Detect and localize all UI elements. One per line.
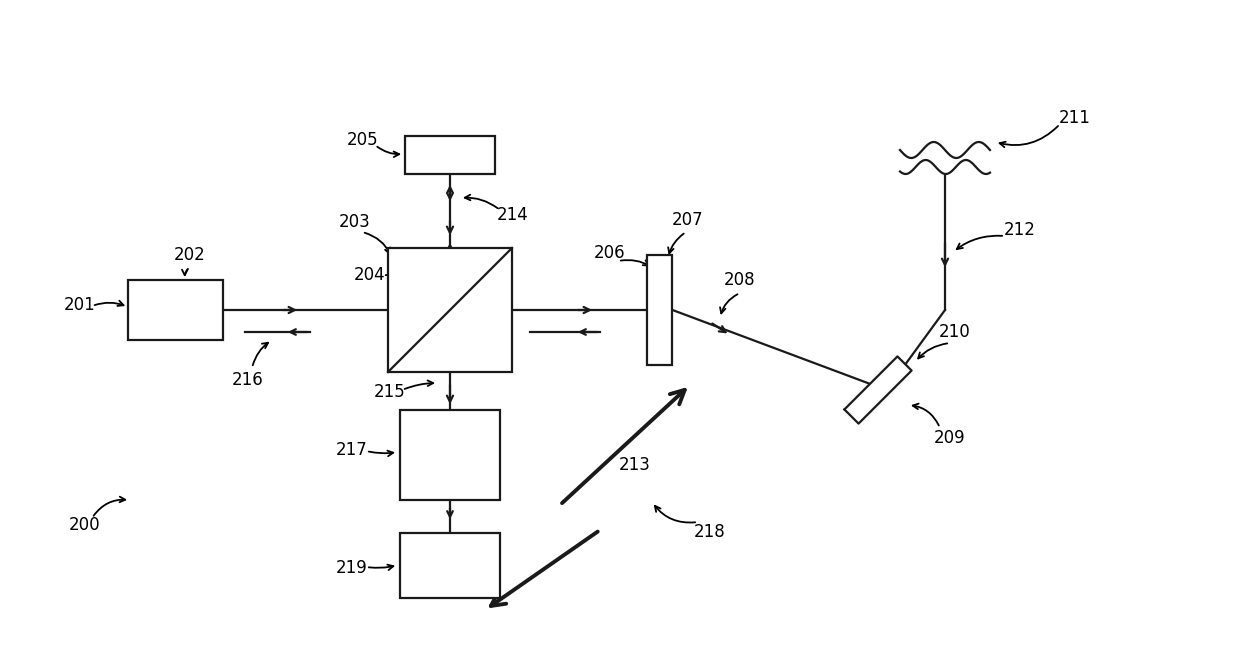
Text: 215: 215 xyxy=(374,383,405,401)
Polygon shape xyxy=(844,356,911,424)
Text: 208: 208 xyxy=(724,271,756,289)
Text: 209: 209 xyxy=(934,429,966,447)
Text: 203: 203 xyxy=(339,213,371,231)
Text: 207: 207 xyxy=(672,211,704,229)
Text: 212: 212 xyxy=(1004,221,1035,239)
Text: 201: 201 xyxy=(64,296,95,314)
Text: 219: 219 xyxy=(336,559,368,577)
Bar xyxy=(128,280,222,340)
Text: 218: 218 xyxy=(694,523,725,541)
Text: 200: 200 xyxy=(69,516,100,534)
Bar xyxy=(401,533,500,597)
Text: 213: 213 xyxy=(619,456,651,474)
Text: 216: 216 xyxy=(232,371,264,389)
Text: 211: 211 xyxy=(1059,109,1091,127)
Text: 214: 214 xyxy=(497,206,529,224)
Bar xyxy=(388,248,512,372)
Text: 202: 202 xyxy=(174,246,206,264)
Text: 204: 204 xyxy=(355,266,386,284)
Text: 205: 205 xyxy=(347,131,378,149)
Bar xyxy=(647,255,672,365)
Bar xyxy=(401,410,500,500)
Text: 217: 217 xyxy=(336,441,368,459)
Text: 206: 206 xyxy=(594,244,626,262)
Text: 210: 210 xyxy=(939,323,971,341)
Bar xyxy=(405,136,495,174)
